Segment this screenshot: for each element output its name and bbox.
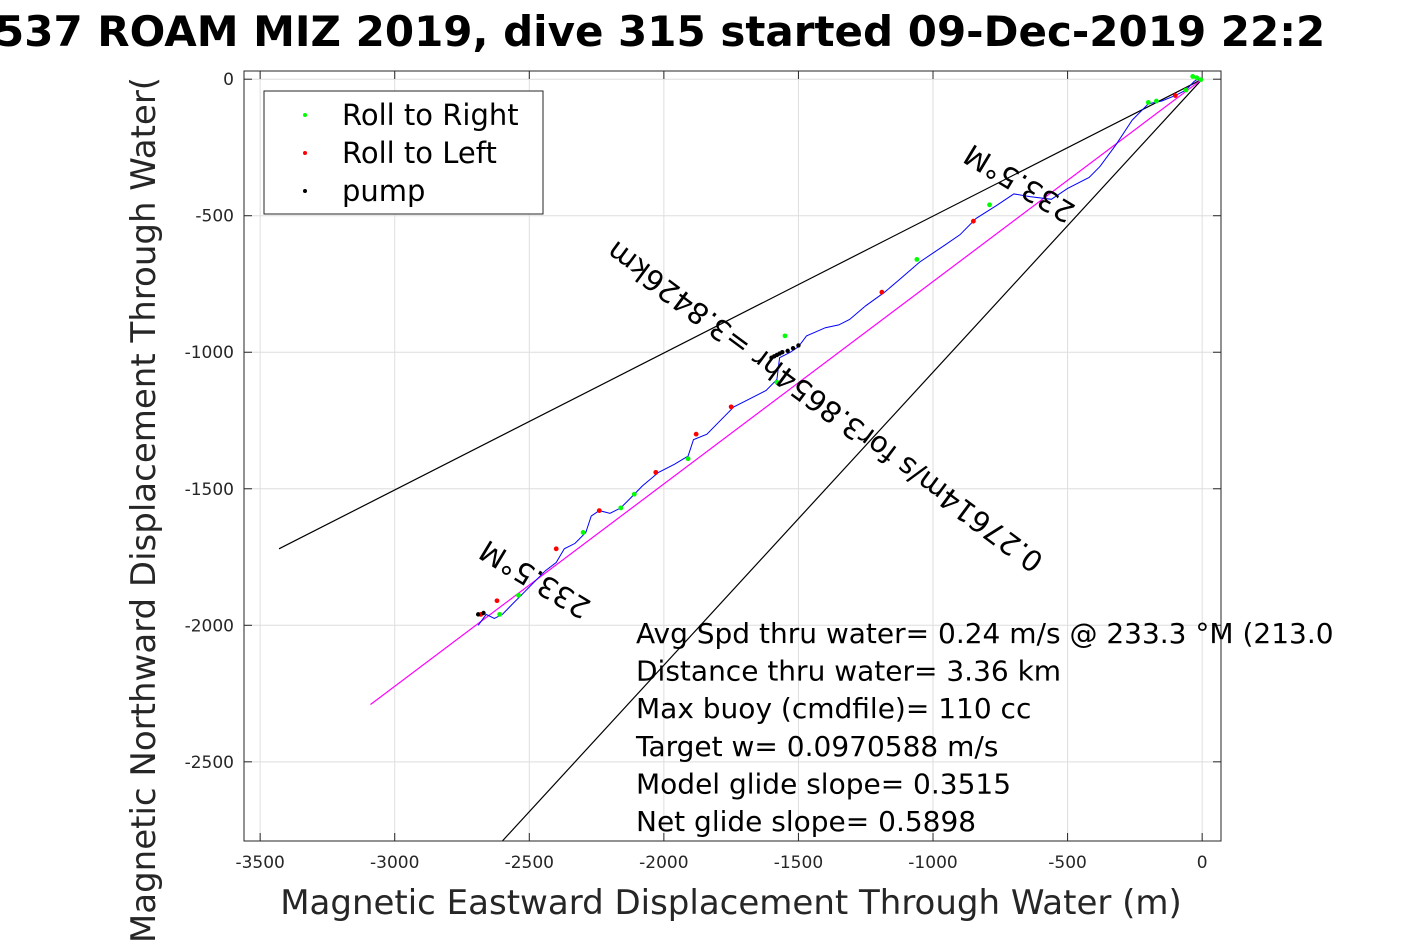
x-tick-label: -500 xyxy=(1048,853,1087,873)
marker-roll-to-right xyxy=(914,257,920,262)
y-tick-labels: 0 -500 -1000 -1500 -2000 -2500 xyxy=(185,70,234,773)
legend-label-roll-left: Roll to Left xyxy=(342,136,497,170)
marker-roll-to-right xyxy=(631,491,637,497)
x-tick-label: -3500 xyxy=(235,853,284,873)
legend-label-pump: pump xyxy=(342,174,425,208)
legend-marker-roll-left xyxy=(303,151,307,155)
marker-roll-to-left xyxy=(653,469,659,475)
annotation-line: Target w= 0.0970588 m/s xyxy=(635,730,998,763)
marker-roll-to-right xyxy=(1198,77,1204,83)
marker-roll-to-left xyxy=(970,218,976,224)
marker-roll-to-right xyxy=(580,530,586,535)
roll-markers xyxy=(475,74,1204,617)
marker-roll-to-left xyxy=(693,431,699,437)
x-tick-label: -3000 xyxy=(370,853,419,873)
marker-roll-to-right xyxy=(1194,75,1200,81)
y-tick-label: -500 xyxy=(195,207,234,227)
x-tick-label: 0 xyxy=(1197,853,1208,873)
marker-roll-to-right xyxy=(987,202,992,208)
x-tick-labels: -3500 -3000 -2500 -2000 -1500 -1000 -500 0 xyxy=(235,853,1207,873)
marker-roll-to-right xyxy=(1183,87,1189,93)
marker-roll-to-right xyxy=(618,505,624,511)
marker-pump xyxy=(481,610,486,616)
x-tick-label: -1500 xyxy=(774,853,823,873)
x-axis-label: Magnetic Eastward Displacement Through W… xyxy=(280,883,1182,923)
marker-roll-to-left xyxy=(596,508,602,514)
marker-roll-to-right xyxy=(685,456,691,462)
marker-roll-to-right xyxy=(1154,98,1159,104)
x-tick-label: -2000 xyxy=(639,853,688,873)
annotation-line: Distance thru water= 3.36 km xyxy=(636,655,1061,688)
y-tick-label: -2000 xyxy=(185,616,234,636)
reference-line xyxy=(370,78,1203,705)
x-tick-label: -2500 xyxy=(505,853,554,873)
marker-roll-to-left xyxy=(494,598,500,604)
summary-annotations: Avg Spd thru water= 0.24 m/s @ 233.3 °M … xyxy=(635,617,1334,838)
y-axis-label: Magnetic Northward Displacement Through … xyxy=(124,77,164,943)
legend-marker-roll-right xyxy=(303,113,307,117)
y-tick-label: -1500 xyxy=(185,480,234,500)
legend-label-roll-right: Roll to Right xyxy=(342,98,519,132)
axes-frame xyxy=(243,70,1222,842)
dive-track-line xyxy=(477,78,1203,626)
x-tick-label: -1000 xyxy=(908,853,957,873)
marker-pump xyxy=(796,343,801,348)
legend-box xyxy=(263,90,544,215)
reference-lines xyxy=(278,78,1203,841)
legend: Roll to Right Roll to Left pump xyxy=(263,90,544,215)
marker-pump xyxy=(475,612,481,617)
marker-roll-to-left xyxy=(1172,93,1178,98)
marker-roll-to-left xyxy=(879,289,885,295)
axis-ticks xyxy=(244,71,1221,841)
marker-roll-to-right xyxy=(497,611,503,617)
marker-roll-to-left xyxy=(728,404,734,410)
marker-pump xyxy=(790,345,796,351)
marker-pump xyxy=(777,351,782,356)
marker-roll-to-right xyxy=(1190,74,1196,79)
marker-roll-to-right xyxy=(516,592,521,598)
chart-title: 537 ROAM MIZ 2019, dive 315 started 09-D… xyxy=(0,7,1325,56)
reference-line xyxy=(501,78,1203,841)
marker-roll-to-right xyxy=(774,379,780,385)
annotation-line: Max buoy (cmdfile)= 110 cc xyxy=(636,692,1031,725)
annotation-line: Net glide slope= 0.5898 xyxy=(636,805,976,838)
marker-pump xyxy=(772,354,777,359)
annotation-line: Model glide slope= 0.3515 xyxy=(636,767,1011,800)
y-tick-label: -2500 xyxy=(185,753,234,773)
y-tick-label: 0 xyxy=(223,70,234,90)
marker-pump xyxy=(785,348,790,354)
legend-marker-pump xyxy=(303,189,307,193)
annotation-line: Avg Spd thru water= 0.24 m/s @ 233.3 °M … xyxy=(636,617,1334,650)
marker-roll-to-right xyxy=(782,333,788,339)
y-tick-label: -1000 xyxy=(185,343,234,363)
reference-line xyxy=(278,78,1203,550)
marker-roll-to-right xyxy=(1145,100,1151,105)
marker-roll-to-left xyxy=(553,546,559,552)
